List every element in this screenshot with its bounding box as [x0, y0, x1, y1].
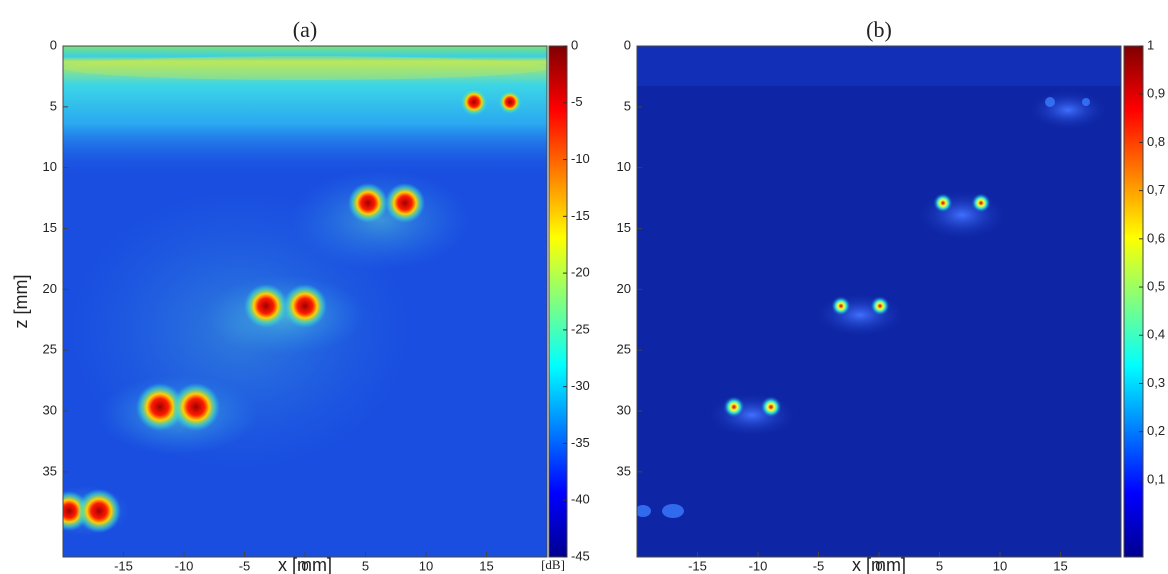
colorbar [1123, 45, 1144, 558]
colorbar-tick-label: -10 [571, 151, 590, 166]
colorbar-tick-label: 0,6 [1147, 230, 1165, 245]
y-tick-label: 5 [50, 98, 57, 113]
x-tick-label: -10 [749, 558, 768, 573]
x-tick-label: 5 [936, 558, 943, 573]
colorbar-tick-label: 0,1 [1147, 471, 1165, 486]
colorbar-tick-label: 1 [1147, 37, 1154, 52]
colorbar-tick-label: 0,8 [1147, 134, 1165, 149]
panel-title: (a) [293, 17, 317, 42]
colorbar-tick-label: -5 [571, 94, 583, 109]
colorbar-tick-label: 0,2 [1147, 423, 1165, 438]
y-tick-label: 15 [43, 220, 57, 235]
colorbar-tick-label: -35 [571, 435, 590, 450]
heatmap-image [63, 46, 547, 557]
colorbar-unit: [dB] [541, 557, 565, 572]
colorbar-tick-label: -40 [571, 492, 590, 507]
x-tick-label: 0 [875, 558, 882, 573]
y-tick-label: 20 [617, 281, 631, 296]
colorbar-tick-label: 0,7 [1147, 182, 1165, 197]
y-tick-label: 30 [617, 402, 631, 417]
x-tick-label: 10 [419, 558, 433, 573]
y-tick-label: 25 [43, 342, 57, 357]
heatmap-image [637, 46, 1121, 557]
y-tick-label: 5 [624, 98, 631, 113]
y-axis-label: z [mm] [11, 275, 31, 329]
colorbar-tick-label: 0,3 [1147, 375, 1165, 390]
y-tick-label: 25 [617, 342, 631, 357]
x-tick-label: -10 [175, 558, 194, 573]
x-tick-label: -15 [114, 558, 133, 573]
x-axis-label: x [mm] [278, 555, 332, 574]
colorbar-tick-label: -20 [571, 265, 590, 280]
colorbar-tick-label: -25 [571, 321, 590, 336]
x-tick-label: 15 [1053, 558, 1067, 573]
y-tick-label: 20 [43, 281, 57, 296]
x-tick-label: 10 [993, 558, 1007, 573]
y-tick-label: 10 [43, 159, 57, 174]
colorbar-tick-label: 0,5 [1147, 278, 1165, 293]
y-tick-label: 35 [43, 463, 57, 478]
panel-title: (b) [866, 17, 892, 42]
colorbar-tick-label: 0,4 [1147, 327, 1165, 342]
colorbar-tick-label: 0,9 [1147, 86, 1165, 101]
y-tick-label: 0 [624, 37, 631, 52]
colorbar-tick-label: 0 [571, 37, 578, 52]
colorbar [548, 45, 568, 558]
x-tick-label: -5 [239, 558, 251, 573]
y-tick-label: 0 [50, 37, 57, 52]
colorbar-tick-label: -15 [571, 208, 590, 223]
colorbar-tick-label: -45 [571, 548, 590, 563]
y-tick-label: 30 [43, 402, 57, 417]
colorbar-tick-label: -30 [571, 378, 590, 393]
x-tick-label: 5 [362, 558, 369, 573]
x-tick-label: 15 [479, 558, 493, 573]
y-tick-label: 10 [617, 159, 631, 174]
x-tick-label: -15 [688, 558, 707, 573]
x-axis-label: x [mm] [852, 555, 906, 574]
x-tick-label: -5 [813, 558, 825, 573]
y-tick-label: 15 [617, 220, 631, 235]
x-tick-label: 0 [301, 558, 308, 573]
y-tick-label: 35 [617, 463, 631, 478]
